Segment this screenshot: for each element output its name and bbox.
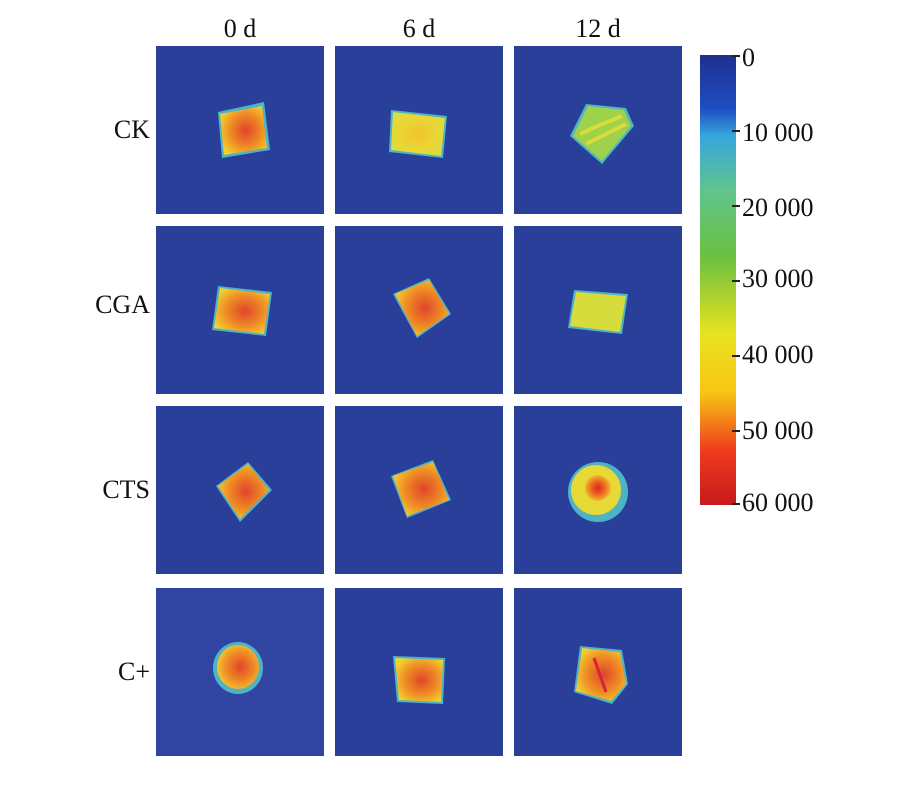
col-header-12d: 12 d [575, 14, 621, 43]
colorbar-tick-2 [732, 205, 740, 207]
colorbar-tick-1 [732, 130, 740, 132]
colorbar-label-10000: 10 000 [742, 118, 814, 147]
colorbar-label-0: 0 [742, 43, 755, 72]
row-label-cga: CGA [95, 290, 150, 319]
colorbar-label-50000: 50 000 [742, 416, 814, 445]
image-ck-0d [156, 46, 324, 214]
colorbar-tick-6 [732, 503, 740, 505]
image-cplus-12d [514, 588, 682, 756]
image-cplus-0d [156, 588, 324, 756]
row-label-cplus: C+ [117, 657, 150, 686]
image-cga-0d [156, 226, 324, 394]
row-label-ck: CK [113, 115, 150, 144]
image-cts-6d [335, 406, 503, 574]
colorbar-label-40000: 40 000 [742, 340, 814, 369]
image-cplus-6d [335, 588, 503, 756]
col-header-0d: 0 d [223, 14, 257, 43]
image-cga-12d [514, 226, 682, 394]
colorbar-tick-3 [732, 280, 740, 282]
image-cga-6d [335, 226, 503, 394]
row-label-cts: CTS [102, 475, 150, 504]
col-header-6d: 6 d [402, 14, 436, 43]
colorbar [700, 55, 736, 505]
image-ck-6d [335, 46, 503, 214]
colorbar-tick-0 [732, 55, 740, 57]
colorbar-label-60000: 60 000 [742, 488, 814, 517]
image-cts-0d [156, 406, 324, 574]
colorbar-label-30000: 30 000 [742, 264, 814, 293]
colorbar-label-20000: 20 000 [742, 193, 814, 222]
colorbar-tick-5 [732, 430, 740, 432]
image-cts-12d [514, 406, 682, 574]
colorbar-tick-4 [732, 355, 740, 357]
image-ck-12d [514, 46, 682, 214]
